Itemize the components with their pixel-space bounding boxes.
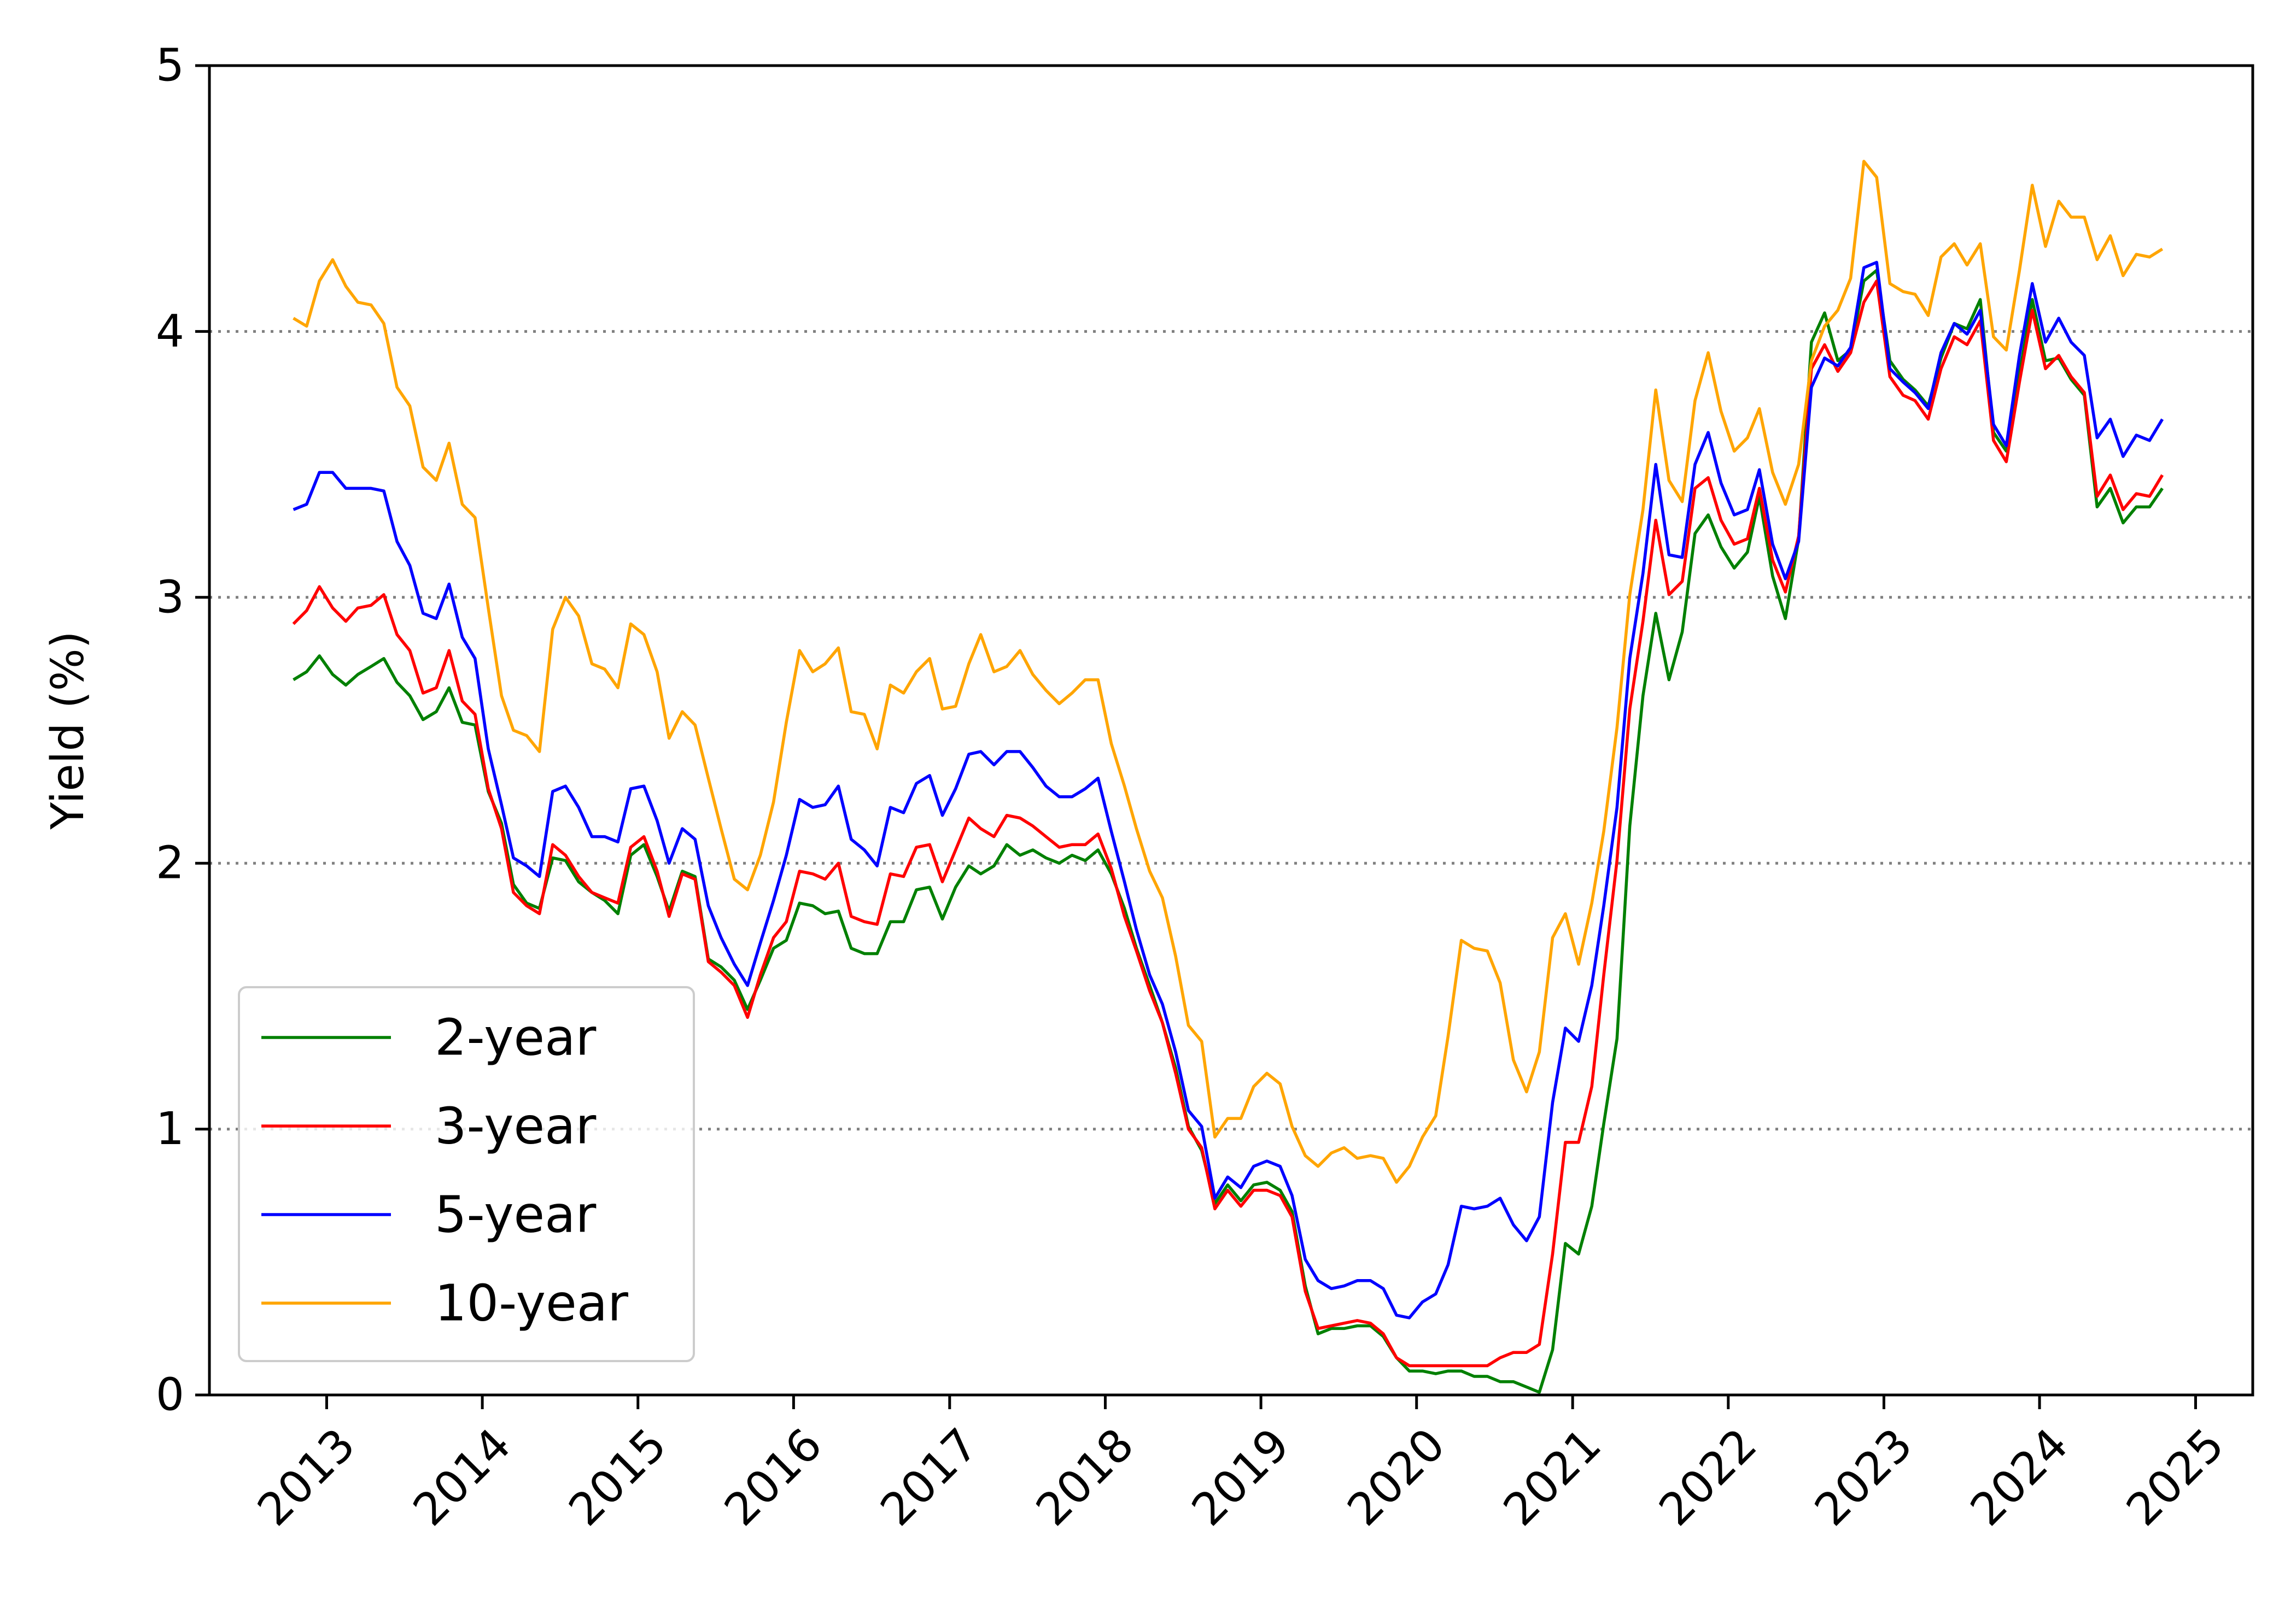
series-lines (292, 160, 2164, 1394)
y-axis: 0 1 2 3 4 5 (156, 40, 209, 1421)
y-tick-label-1: 1 (156, 1103, 184, 1155)
legend-label-5-year: 5-year (435, 1186, 597, 1244)
legend-label-2-year: 2-year (435, 1009, 597, 1067)
y-tick-label-4: 4 (156, 306, 184, 357)
y-tick-label-2: 2 (156, 837, 184, 889)
y-tick-label-3: 3 (156, 571, 184, 623)
y-tick-label-5: 5 (156, 40, 184, 92)
y-axis-label: Yield (%) (42, 631, 94, 830)
series-line-3-year (292, 279, 2164, 1368)
legend: 2-year 3-year 5-year 10-year (238, 986, 695, 1362)
y-tick-label-0: 0 (156, 1369, 184, 1421)
legend-label-10-year: 10-year (435, 1274, 628, 1333)
legend-items: 2-year 3-year 5-year 10-year (261, 1009, 628, 1333)
series-line-5-year (293, 261, 2164, 1320)
plot-frame (208, 64, 2254, 1397)
legend-label-3-year: 3-year (435, 1097, 597, 1156)
legend-box (238, 986, 695, 1362)
series-line-10-year (293, 160, 2164, 1184)
